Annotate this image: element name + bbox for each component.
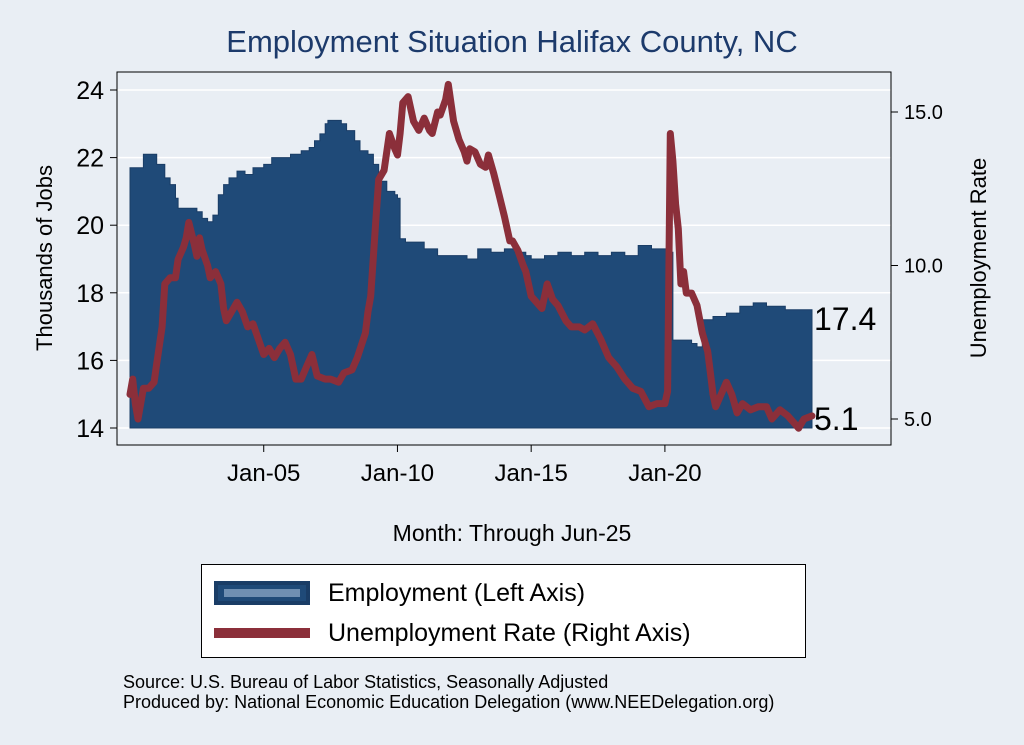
- legend-label-unemployment: Unemployment Rate (Right Axis): [328, 618, 691, 647]
- right-tick-label: 5.0: [904, 409, 932, 431]
- chart-title: Employment Situation Halifax County, NC: [226, 24, 798, 59]
- left-tick-label: 24: [76, 77, 104, 105]
- left-tick-label: 16: [76, 347, 104, 375]
- y-axis-left-label: Thousands of Jobs: [32, 165, 57, 351]
- left-tick-label: 22: [76, 145, 104, 173]
- y-axis-right-label: Unemployment Rate: [966, 158, 991, 359]
- end-label-employment: 17.4: [814, 301, 876, 337]
- source-line: Source: U.S. Bureau of Labor Statistics,…: [123, 672, 609, 692]
- right-axis: 5.0 10.0 15.0: [890, 72, 943, 445]
- legend-swatch-unemployment: [214, 628, 310, 638]
- left-tick-label: 20: [76, 212, 104, 240]
- right-tick-label: 15.0: [904, 102, 943, 124]
- end-label-unemployment: 5.1: [814, 401, 858, 437]
- right-tick-label: 10.0: [904, 256, 943, 278]
- legend-label-employment: Employment (Left Axis): [328, 578, 586, 607]
- left-axis: 14 16 18 20 22 24: [76, 72, 118, 445]
- legend-item-employment: Employment (Left Axis): [214, 573, 585, 613]
- unemployment-line: [126, 80, 816, 432]
- producer-line: Produced by: National Economic Education…: [123, 692, 775, 712]
- legend: Employment (Left Axis) Unemployment Rate…: [201, 564, 806, 658]
- x-tick-label: Jan-05: [227, 460, 300, 487]
- x-tick-label: Jan-10: [361, 460, 434, 487]
- x-axis: Jan-05 Jan-10 Jan-15 Jan-20: [117, 444, 891, 487]
- left-tick-label: 18: [76, 280, 104, 308]
- legend-item-unemployment: Unemployment Rate (Right Axis): [214, 613, 691, 653]
- source-note: Source: U.S. Bureau of Labor Statistics,…: [123, 672, 774, 712]
- x-axis-label: Month: Through Jun-25: [392, 520, 632, 546]
- x-tick-label: Jan-15: [494, 460, 567, 487]
- x-tick-label: Jan-20: [628, 460, 701, 487]
- legend-swatch-employment: [214, 581, 310, 605]
- left-tick-label: 14: [76, 415, 104, 443]
